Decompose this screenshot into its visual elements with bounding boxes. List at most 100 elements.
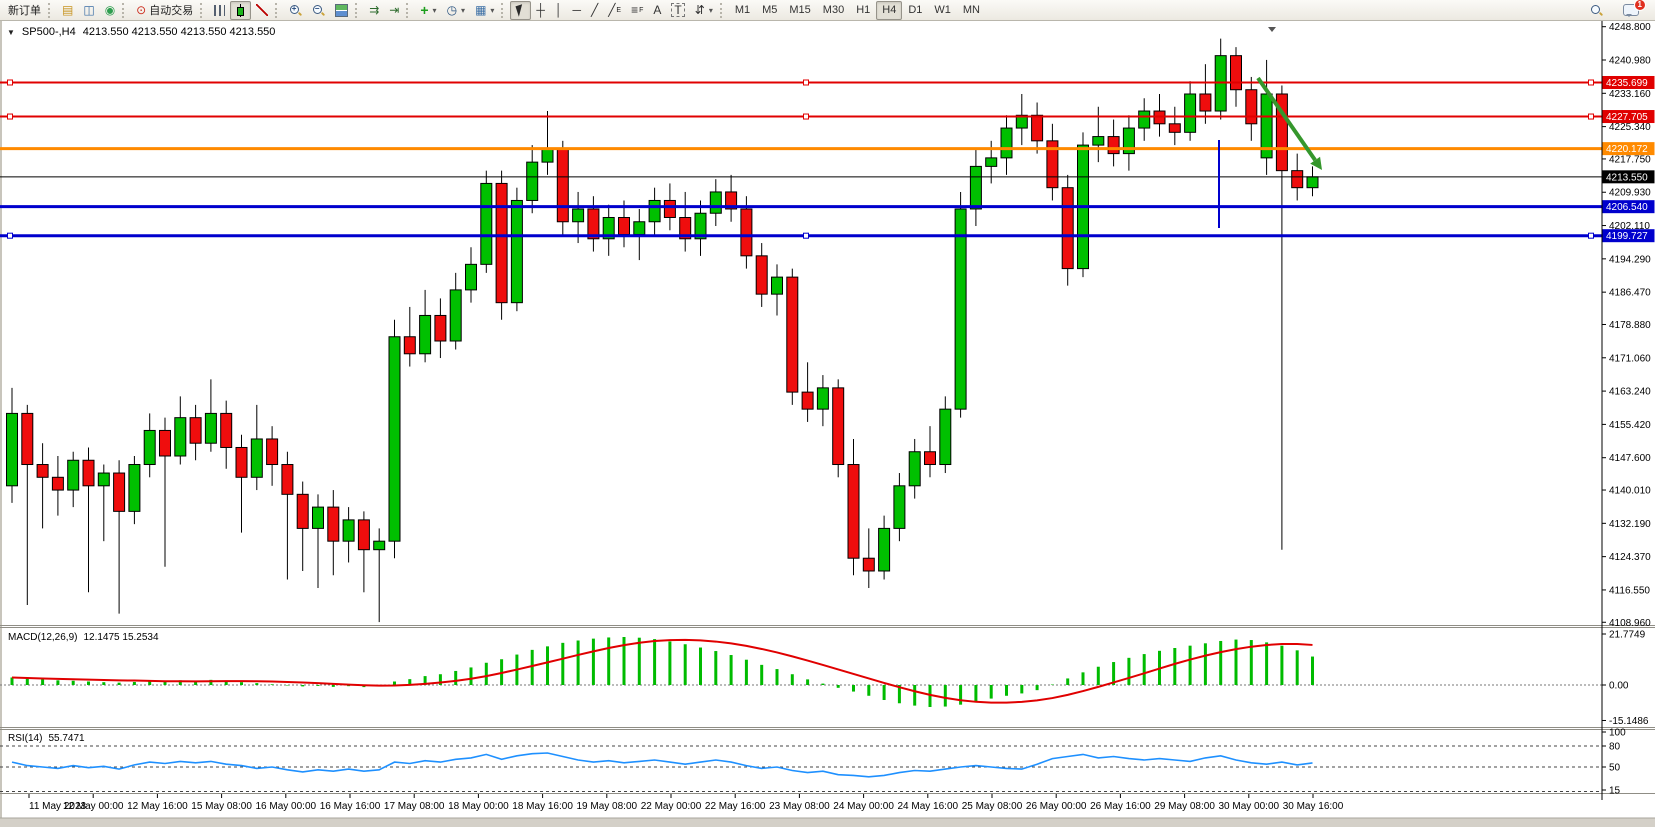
line-handle[interactable]: [1588, 113, 1594, 120]
price-tick-label: 4194.290: [1609, 254, 1651, 265]
autotrading-button-label: 自动交易: [149, 5, 194, 17]
fibonacci-button[interactable]: ≡ F: [631, 3, 644, 17]
macd-indicator: [0, 636, 1602, 708]
line-handle[interactable]: [1588, 79, 1594, 86]
clock-icon: ◷: [446, 3, 458, 17]
timeframe-m15-button[interactable]: M15: [789, 4, 811, 16]
main-toolbar: 新订单 ▤ ◫ ◉ ⊙ 自动交易 + − ⇉ ⇥ + ▾ ◷ ▾ ▦ ▾ ┼ │ ─ ╱ ╱ E ≡ F A T ⇵ ▾ M1 M5 M15…: [0, 0, 1655, 21]
line-handle[interactable]: [803, 79, 809, 86]
zoom-in-button[interactable]: +: [284, 1, 307, 20]
tile-windows-button[interactable]: [330, 1, 353, 20]
line-handle[interactable]: [803, 113, 809, 120]
chart-canvas[interactable]: 4248.800 4240.980 4233.160 4225.340 4217.750…: [0, 21, 1655, 827]
price-tick-label: 4240.980: [1609, 56, 1651, 67]
text-button[interactable]: A: [648, 1, 666, 20]
search-button[interactable]: [1585, 1, 1608, 20]
periods-button[interactable]: ◷ ▾: [442, 1, 471, 20]
current-price-badge: 4213.550: [1602, 170, 1655, 184]
bar-chart-button[interactable]: [209, 1, 230, 20]
timeframe-d1-button[interactable]: D1: [908, 4, 923, 16]
charts-window-icon-button[interactable]: ◫: [78, 1, 99, 20]
time-tick-label: 26 May 16:00: [1090, 801, 1151, 812]
timeframe-h1-button[interactable]: H1: [856, 4, 871, 16]
line-handle[interactable]: [7, 232, 13, 239]
axis-badge-support-line-2: 4199.727: [1602, 229, 1655, 243]
chart-shift-marker: [1268, 27, 1276, 32]
market-watch-icon-button[interactable]: ▤: [57, 1, 78, 20]
chevron-down-icon: ▾: [461, 5, 466, 15]
chevron-down-icon: ▾: [490, 5, 495, 15]
time-tick-label: 22 May 00:00: [641, 801, 702, 812]
toolbar-separator: [719, 2, 725, 18]
timeframe-mn-button[interactable]: MN: [962, 4, 980, 16]
autotrading-button[interactable]: ⊙ 自动交易: [131, 1, 198, 20]
market-watch-icon: ▤: [62, 3, 74, 17]
timeframe-m5-button[interactable]: M5: [762, 4, 778, 16]
equidistant-channel-button[interactable]: ╱ E: [608, 3, 622, 17]
notification-badge: 1: [1633, 0, 1646, 11]
candlestick-chart-button[interactable]: [230, 0, 252, 20]
candlestick-series: [6, 38, 1319, 623]
indicators-plus-icon: +: [420, 2, 429, 18]
notifications-button[interactable]: 1: [1618, 0, 1646, 20]
rsi-tick-label: 50: [1609, 763, 1621, 774]
line-chart-icon: [256, 4, 269, 16]
price-axis: 4248.800 4240.980 4233.160 4225.340 4217.750…: [1601, 21, 1651, 800]
templates-button[interactable]: ▦ ▾: [470, 1, 499, 20]
line-handle[interactable]: [803, 232, 809, 239]
price-tick-label: 4163.240: [1609, 387, 1651, 398]
signals-icon-button[interactable]: ◉: [100, 1, 120, 20]
line-handle[interactable]: [1588, 232, 1594, 239]
timeframe-h4-button[interactable]: H4: [876, 0, 903, 20]
line-handle[interactable]: [7, 113, 13, 120]
resistance-line-1[interactable]: [0, 79, 1602, 86]
cursor-button[interactable]: [510, 0, 532, 20]
rsi-indicator: [0, 745, 1602, 792]
arrows-button[interactable]: ⇵ ▾: [690, 1, 718, 20]
time-tick-label: 26 May 00:00: [1026, 801, 1087, 812]
time-tick-label: 11 May 2023: [29, 801, 87, 812]
rsi-line: [11, 752, 1313, 778]
toolbar-separator: [406, 2, 411, 18]
trend-arrow[interactable]: [1256, 76, 1322, 170]
price-tick-label: 4202.110: [1609, 221, 1650, 232]
autotrade-icon: ⊙: [136, 3, 147, 17]
line-handle[interactable]: [7, 79, 13, 86]
price-tick-label: 4217.750: [1609, 154, 1651, 165]
new-order-button-label: 新订单: [8, 5, 41, 17]
time-tick-label: 23 May 08:00: [769, 801, 830, 812]
chevron-down-icon: ▾: [708, 5, 713, 15]
chart-shift-icon: ⇥: [389, 3, 400, 17]
price-tick-label: 4132.190: [1609, 519, 1651, 530]
horizontal-line-button[interactable]: ─: [567, 1, 586, 20]
axis-badge-orange-level-line: 4220.172: [1602, 142, 1655, 156]
new-order-button[interactable]: 新订单: [3, 1, 46, 20]
auto-scroll-button[interactable]: ⇉: [364, 1, 384, 20]
chart-shift-button[interactable]: ⇥: [384, 1, 404, 20]
trendline-button[interactable]: ╱: [586, 1, 603, 20]
text-label-button[interactable]: T: [666, 1, 689, 20]
time-tick-label: 12 May 16:00: [127, 801, 188, 812]
indicators-button[interactable]: + ▾: [415, 1, 441, 20]
timeframe-w1-button[interactable]: W1: [934, 4, 951, 16]
horizontal-level-lines[interactable]: [0, 79, 1602, 239]
zoom-out-button[interactable]: −: [307, 1, 330, 20]
vertical-line-button[interactable]: │: [550, 1, 568, 20]
vertical-line-icon: │: [554, 3, 563, 17]
time-tick-label: 30 May 16:00: [1283, 801, 1344, 812]
cursor-icon: [515, 4, 526, 17]
time-tick-label: 16 May 00:00: [255, 801, 316, 812]
chart-window[interactable]: 4248.800 4240.980 4233.160 4225.340 4217.750…: [0, 21, 1655, 827]
svg-text:4235.699: 4235.699: [1606, 78, 1648, 89]
resistance-line-2[interactable]: [0, 113, 1602, 120]
timeframe-m1-button[interactable]: M1: [734, 4, 751, 16]
axis-badge-resistance-line-2: 4227.705: [1602, 110, 1655, 124]
rsi-tick-label: 100: [1609, 728, 1626, 739]
support-line-2[interactable]: [0, 232, 1602, 239]
crosshair-button[interactable]: ┼: [531, 1, 550, 20]
timeframe-m30-button[interactable]: M30: [822, 4, 845, 16]
line-chart-button[interactable]: [251, 1, 273, 20]
toolbar-right-cluster: 1: [1585, 0, 1646, 20]
window-left-border: [0, 21, 2, 818]
